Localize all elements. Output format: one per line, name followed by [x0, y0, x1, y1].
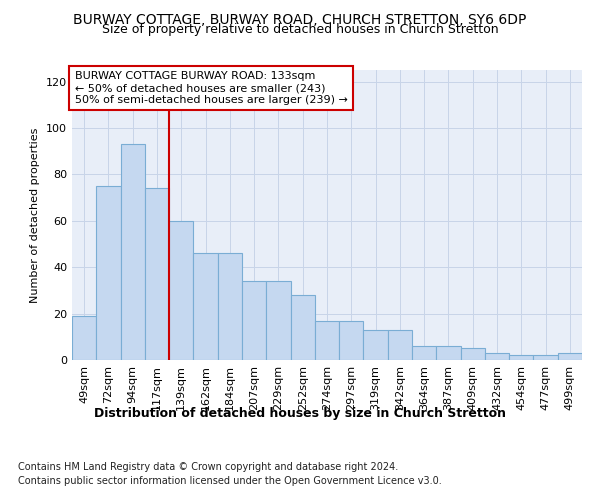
Bar [315, 320, 339, 360]
Bar [96, 186, 121, 360]
Bar [436, 346, 461, 360]
Bar [388, 330, 412, 360]
Bar [485, 353, 509, 360]
Text: Contains HM Land Registry data © Crown copyright and database right 2024.: Contains HM Land Registry data © Crown c… [18, 462, 398, 472]
Bar [290, 295, 315, 360]
Bar [461, 348, 485, 360]
Bar [412, 346, 436, 360]
Bar [169, 221, 193, 360]
Bar [266, 281, 290, 360]
Text: Size of property relative to detached houses in Church Stretton: Size of property relative to detached ho… [101, 22, 499, 36]
Text: BURWAY COTTAGE, BURWAY ROAD, CHURCH STRETTON, SY6 6DP: BURWAY COTTAGE, BURWAY ROAD, CHURCH STRE… [73, 12, 527, 26]
Bar [509, 356, 533, 360]
Bar [121, 144, 145, 360]
Text: BURWAY COTTAGE BURWAY ROAD: 133sqm
← 50% of detached houses are smaller (243)
50: BURWAY COTTAGE BURWAY ROAD: 133sqm ← 50%… [74, 72, 347, 104]
Bar [145, 188, 169, 360]
Bar [242, 281, 266, 360]
Bar [339, 320, 364, 360]
Bar [558, 353, 582, 360]
Text: Contains public sector information licensed under the Open Government Licence v3: Contains public sector information licen… [18, 476, 442, 486]
Bar [72, 316, 96, 360]
Bar [364, 330, 388, 360]
Y-axis label: Number of detached properties: Number of detached properties [31, 128, 40, 302]
Bar [533, 356, 558, 360]
Bar [218, 254, 242, 360]
Text: Distribution of detached houses by size in Church Stretton: Distribution of detached houses by size … [94, 408, 506, 420]
Bar [193, 254, 218, 360]
